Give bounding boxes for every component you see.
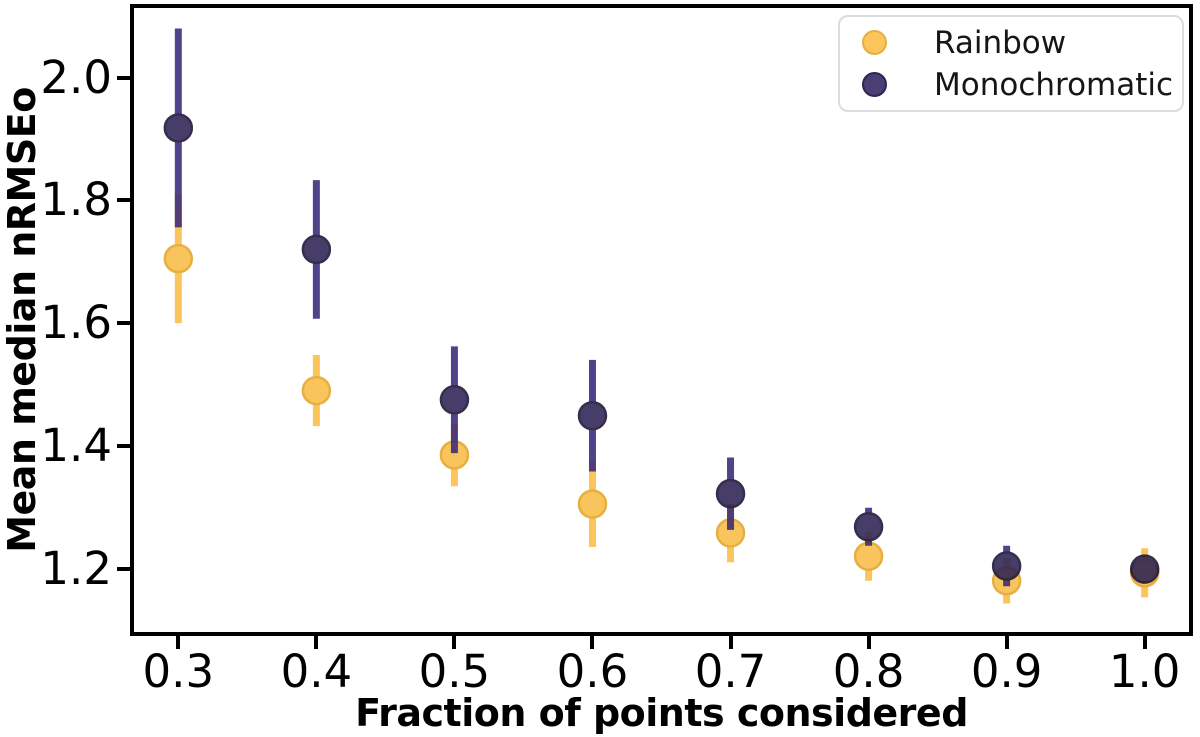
plot-svg [163,28,1160,604]
x-tick-mark [590,636,595,649]
x-tick-label: 0.9 [970,645,1043,698]
x-tick-label: 0.3 [142,645,215,698]
x-tick-label: 0.5 [418,645,491,698]
data-point [301,234,332,265]
series-monochromatic [163,28,1160,587]
data-point [715,478,746,509]
data-point [577,400,608,431]
legend-item-monochromatic: Monochromatic [840,67,1182,103]
legend-label-monochromatic: Monochromatic [934,66,1174,103]
legend: Rainbow Monochromatic [838,15,1184,112]
x-tick-mark [176,636,181,649]
data-point [163,113,194,143]
data-point [853,512,884,542]
data-point [853,541,884,571]
x-tick-mark [728,636,733,649]
x-tick-mark [1004,636,1009,649]
y-tick-mark [117,321,130,326]
data-point [1129,554,1160,584]
legend-item-rainbow: Rainbow [840,25,1182,61]
monochromatic-marker-icon [862,72,887,97]
x-tick-mark [314,636,319,649]
y-tick-label: 1.6 [40,296,112,350]
y-tick-mark [117,198,130,203]
legend-label-rainbow: Rainbow [934,24,1067,61]
x-tick-mark [1142,636,1147,649]
x-tick-label: 0.6 [556,645,629,698]
y-tick-label: 2.0 [40,50,112,104]
y-tick-label: 1.8 [40,173,112,227]
data-point [577,489,608,519]
y-tick-mark [117,75,130,80]
y-tick-label: 1.4 [40,418,112,472]
x-axis-label: Fraction of points considered [355,691,968,735]
data-point [439,385,470,415]
x-tick-mark [866,636,871,649]
y-tick-mark [117,443,130,448]
x-tick-label: 0.8 [832,645,905,698]
data-point [163,243,194,274]
rainbow-marker-icon [862,30,887,55]
x-tick-label: 1.0 [1108,645,1181,698]
y-tick-label: 1.2 [40,541,112,595]
x-tick-mark [452,636,457,649]
data-point [991,551,1022,581]
y-tick-mark [117,566,130,571]
y-axis-label: Mean median nRMSEo [0,87,44,553]
data-point [301,375,332,406]
x-tick-label: 0.4 [280,645,353,698]
x-tick-label: 0.7 [694,645,767,698]
